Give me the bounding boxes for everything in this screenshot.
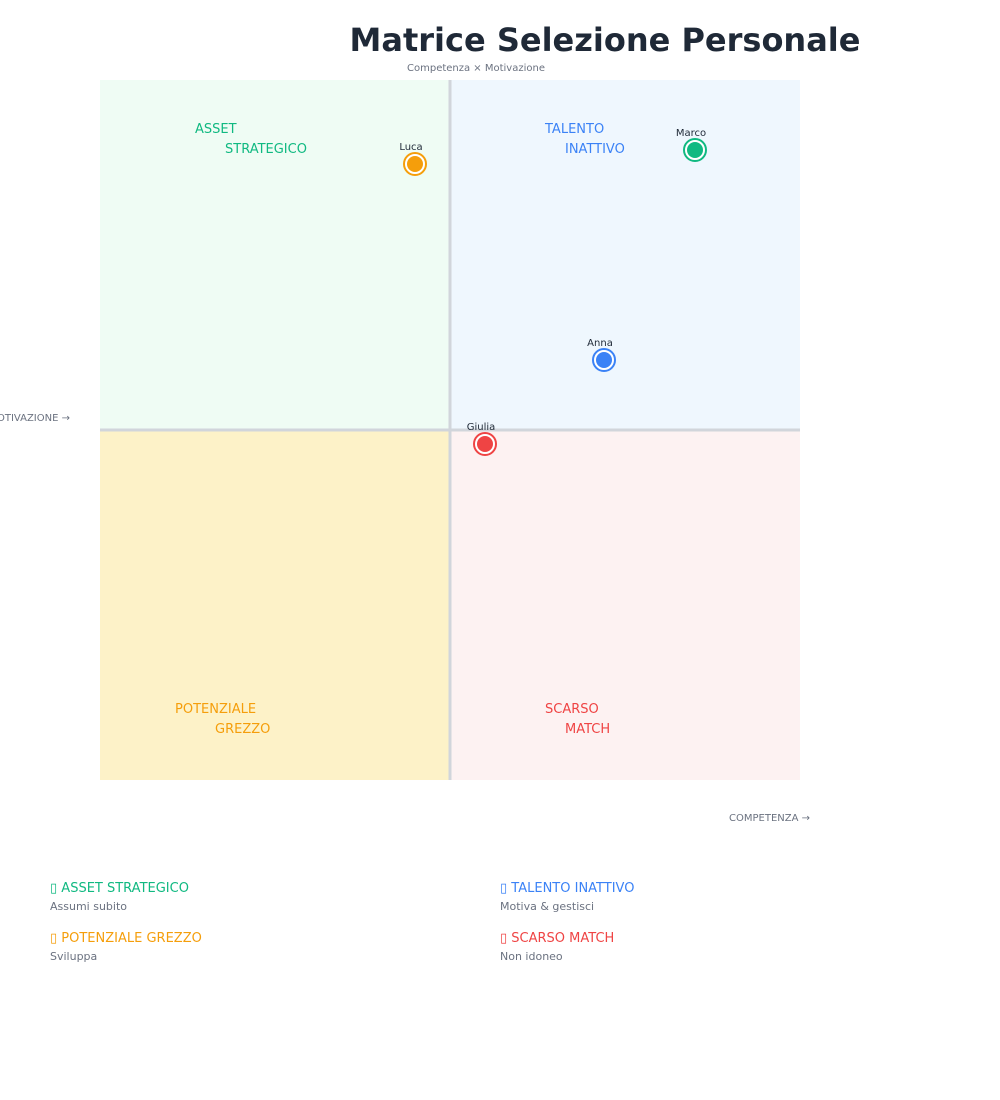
legend-desc: Motiva & gestisci (500, 900, 595, 913)
quadrant-label: INATTIVO (565, 142, 625, 157)
point-label: Anna (587, 338, 613, 349)
quadrant-label: SCARSO (545, 702, 599, 717)
legend-label: ▯ POTENZIALE GREZZO (50, 931, 202, 946)
y-axis-label: MOTIVAZIONE → (0, 413, 70, 424)
quadrant-label: POTENZIALE (175, 702, 256, 717)
quadrant-label: TALENTO (544, 122, 604, 137)
data-point-anna[interactable]: Anna (587, 338, 616, 372)
chart-title: Matrice Selezione Personale (350, 21, 861, 59)
quadrant-top-right (450, 80, 800, 430)
point-label: Giulia (467, 422, 496, 433)
point-label: Luca (399, 142, 422, 153)
legend-item-talento-inattivo: ▯ TALENTO INATTIVO Motiva & gestisci (500, 881, 634, 913)
legend-item-potenziale-grezzo: ▯ POTENZIALE GREZZO Sviluppa (50, 931, 202, 963)
data-point-marco[interactable]: Marco (676, 128, 707, 162)
x-axis-label: COMPETENZA → (729, 813, 810, 824)
quadrant-label: GREZZO (215, 722, 270, 737)
legend-item-asset-strategico: ▯ ASSET STRATEGICO Assumi subito (50, 881, 189, 913)
point-label: Marco (676, 128, 706, 139)
legend-desc: Non idoneo (500, 950, 563, 963)
quadrant-bottom-left (100, 430, 450, 780)
quadrant-top-left (100, 80, 450, 430)
point-marker (596, 352, 612, 368)
quadrant-label: MATCH (565, 722, 610, 737)
point-marker (687, 142, 703, 158)
legend-item-scarso-match: ▯ SCARSO MATCH Non idoneo (500, 931, 614, 963)
data-point-giulia[interactable]: Giulia (467, 422, 497, 456)
legend-desc: Sviluppa (50, 950, 98, 963)
quadrant-label: STRATEGICO (225, 142, 307, 157)
point-marker (407, 156, 423, 172)
legend-label: ▯ ASSET STRATEGICO (50, 881, 189, 896)
legend-label: ▯ SCARSO MATCH (500, 931, 615, 946)
chart-subtitle: Competenza × Motivazione (407, 63, 545, 74)
legend-desc: Assumi subito (50, 900, 128, 913)
legend-label: ▯ TALENTO INATTIVO (500, 881, 635, 896)
quadrant-bottom-right (450, 430, 800, 780)
data-point-luca[interactable]: Luca (399, 142, 427, 176)
point-marker (477, 436, 493, 452)
quadrant-label: ASSET (195, 122, 237, 137)
